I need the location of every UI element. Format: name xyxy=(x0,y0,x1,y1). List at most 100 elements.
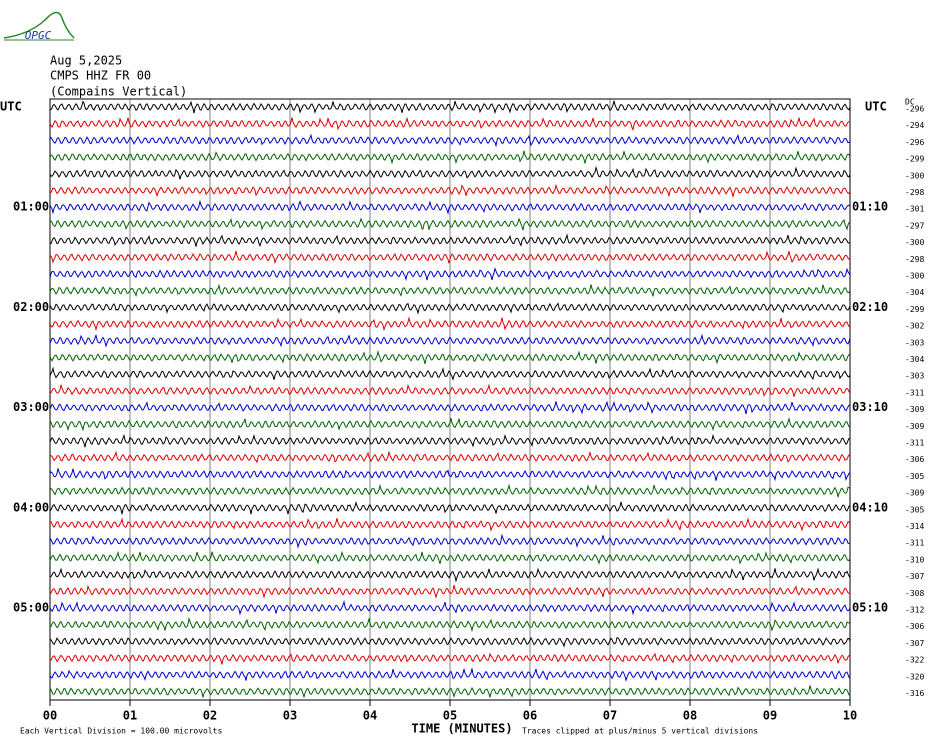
trace xyxy=(49,116,851,132)
trace xyxy=(49,349,851,365)
left-time-label: 04:00 xyxy=(13,500,49,514)
dc-offset: -294 xyxy=(905,121,924,130)
date: Aug 5,2025 xyxy=(50,54,122,68)
right-time-label: 04:10 xyxy=(852,500,888,514)
left-header: UTC xyxy=(0,100,22,114)
trace xyxy=(49,500,851,515)
trace xyxy=(49,165,851,180)
x-tick-label: 04 xyxy=(363,709,377,723)
scale-note: Each Vertical Division = 100.00 microvol… xyxy=(20,727,222,736)
dc-offset: -296 xyxy=(905,105,924,114)
trace xyxy=(49,517,851,532)
left-time-label: 03:00 xyxy=(13,400,49,414)
dc-offset: -302 xyxy=(905,322,924,331)
dc-offset: -299 xyxy=(905,305,924,314)
trace xyxy=(49,416,851,432)
x-tick-label: 01 xyxy=(123,709,137,723)
x-tick-label: 03 xyxy=(283,709,297,723)
dc-offset: -303 xyxy=(905,338,924,347)
trace xyxy=(49,685,851,699)
dc-offset: -305 xyxy=(905,472,924,481)
dc-header: DC xyxy=(905,98,915,107)
dc-offset: -300 xyxy=(905,171,924,180)
trace xyxy=(49,584,851,599)
dc-offset: -308 xyxy=(905,589,924,598)
trace xyxy=(49,616,851,633)
x-tick-label: 05 xyxy=(443,709,457,723)
right-time-label: 02:10 xyxy=(852,300,888,314)
dc-offset: -322 xyxy=(905,656,924,665)
trace xyxy=(49,150,851,165)
dc-offset: -304 xyxy=(905,355,924,364)
trace xyxy=(49,283,851,298)
left-time-label: 05:00 xyxy=(13,601,49,615)
x-axis-label: TIME (MINUTES) xyxy=(411,722,512,736)
logo-text: OPGC xyxy=(25,29,52,42)
station-name: (Compains Vertical) xyxy=(50,85,187,99)
trace xyxy=(49,267,851,282)
dc-offset: -314 xyxy=(905,522,924,531)
dc-offset: -304 xyxy=(905,288,924,297)
x-tick-label: 06 xyxy=(523,709,537,723)
trace xyxy=(49,533,851,549)
station: CMPS HHZ FR 00 xyxy=(50,69,151,83)
trace xyxy=(49,383,851,397)
right-time-label: 05:10 xyxy=(852,601,888,615)
dc-offset: -311 xyxy=(905,439,924,448)
dc-offset: -311 xyxy=(905,388,924,397)
trace xyxy=(49,183,851,199)
dc-offset: -312 xyxy=(905,606,924,615)
dc-offset: -299 xyxy=(905,155,924,164)
x-tick-label: 07 xyxy=(603,709,617,723)
right-header: UTC xyxy=(865,100,887,114)
plot-frame xyxy=(49,98,851,701)
trace xyxy=(49,599,851,616)
dc-offset: -297 xyxy=(905,221,924,230)
right-time-label: 01:10 xyxy=(852,200,888,214)
dc-offset: -311 xyxy=(905,539,924,548)
trace xyxy=(49,636,851,648)
dc-offset: -300 xyxy=(905,238,924,247)
x-tick-label: 02 xyxy=(203,709,217,723)
trace xyxy=(50,233,851,248)
dc-offset: -307 xyxy=(905,639,924,648)
dc-offset: -296 xyxy=(905,138,924,147)
left-time-label: 01:00 xyxy=(13,200,49,214)
trace xyxy=(49,400,851,415)
dc-offset: -306 xyxy=(905,455,924,464)
trace xyxy=(49,333,851,348)
trace xyxy=(49,316,851,332)
dc-offset: -305 xyxy=(905,505,924,514)
right-time-label: 03:10 xyxy=(852,400,888,414)
trace xyxy=(49,550,851,565)
dc-offset: -309 xyxy=(905,489,924,498)
x-tick-label: 09 xyxy=(763,709,777,723)
x-tick-label: 10 xyxy=(843,709,857,723)
dc-offset: -298 xyxy=(905,255,924,264)
dc-offset: -300 xyxy=(905,272,924,281)
trace xyxy=(49,652,851,665)
trace xyxy=(49,250,851,265)
dc-offset: -309 xyxy=(905,405,924,414)
trace xyxy=(49,468,851,482)
dc-offset: -309 xyxy=(905,422,924,431)
dc-offset: -310 xyxy=(905,555,924,564)
dc-offset: -298 xyxy=(905,188,924,197)
dc-offset: -306 xyxy=(905,622,924,631)
trace xyxy=(49,450,851,464)
x-tick-label: 08 xyxy=(683,709,697,723)
trace xyxy=(49,217,851,231)
left-time-label: 02:00 xyxy=(13,300,49,314)
trace xyxy=(49,668,851,682)
dc-offset: -301 xyxy=(905,205,924,214)
trace xyxy=(49,567,851,583)
dc-offset: -320 xyxy=(905,672,924,681)
trace xyxy=(49,133,851,148)
x-tick-label: 00 xyxy=(43,709,57,723)
trace xyxy=(49,100,851,115)
logo: OPGC xyxy=(3,11,75,42)
trace xyxy=(49,433,851,448)
dc-offset: -316 xyxy=(905,689,924,698)
trace xyxy=(49,302,851,315)
